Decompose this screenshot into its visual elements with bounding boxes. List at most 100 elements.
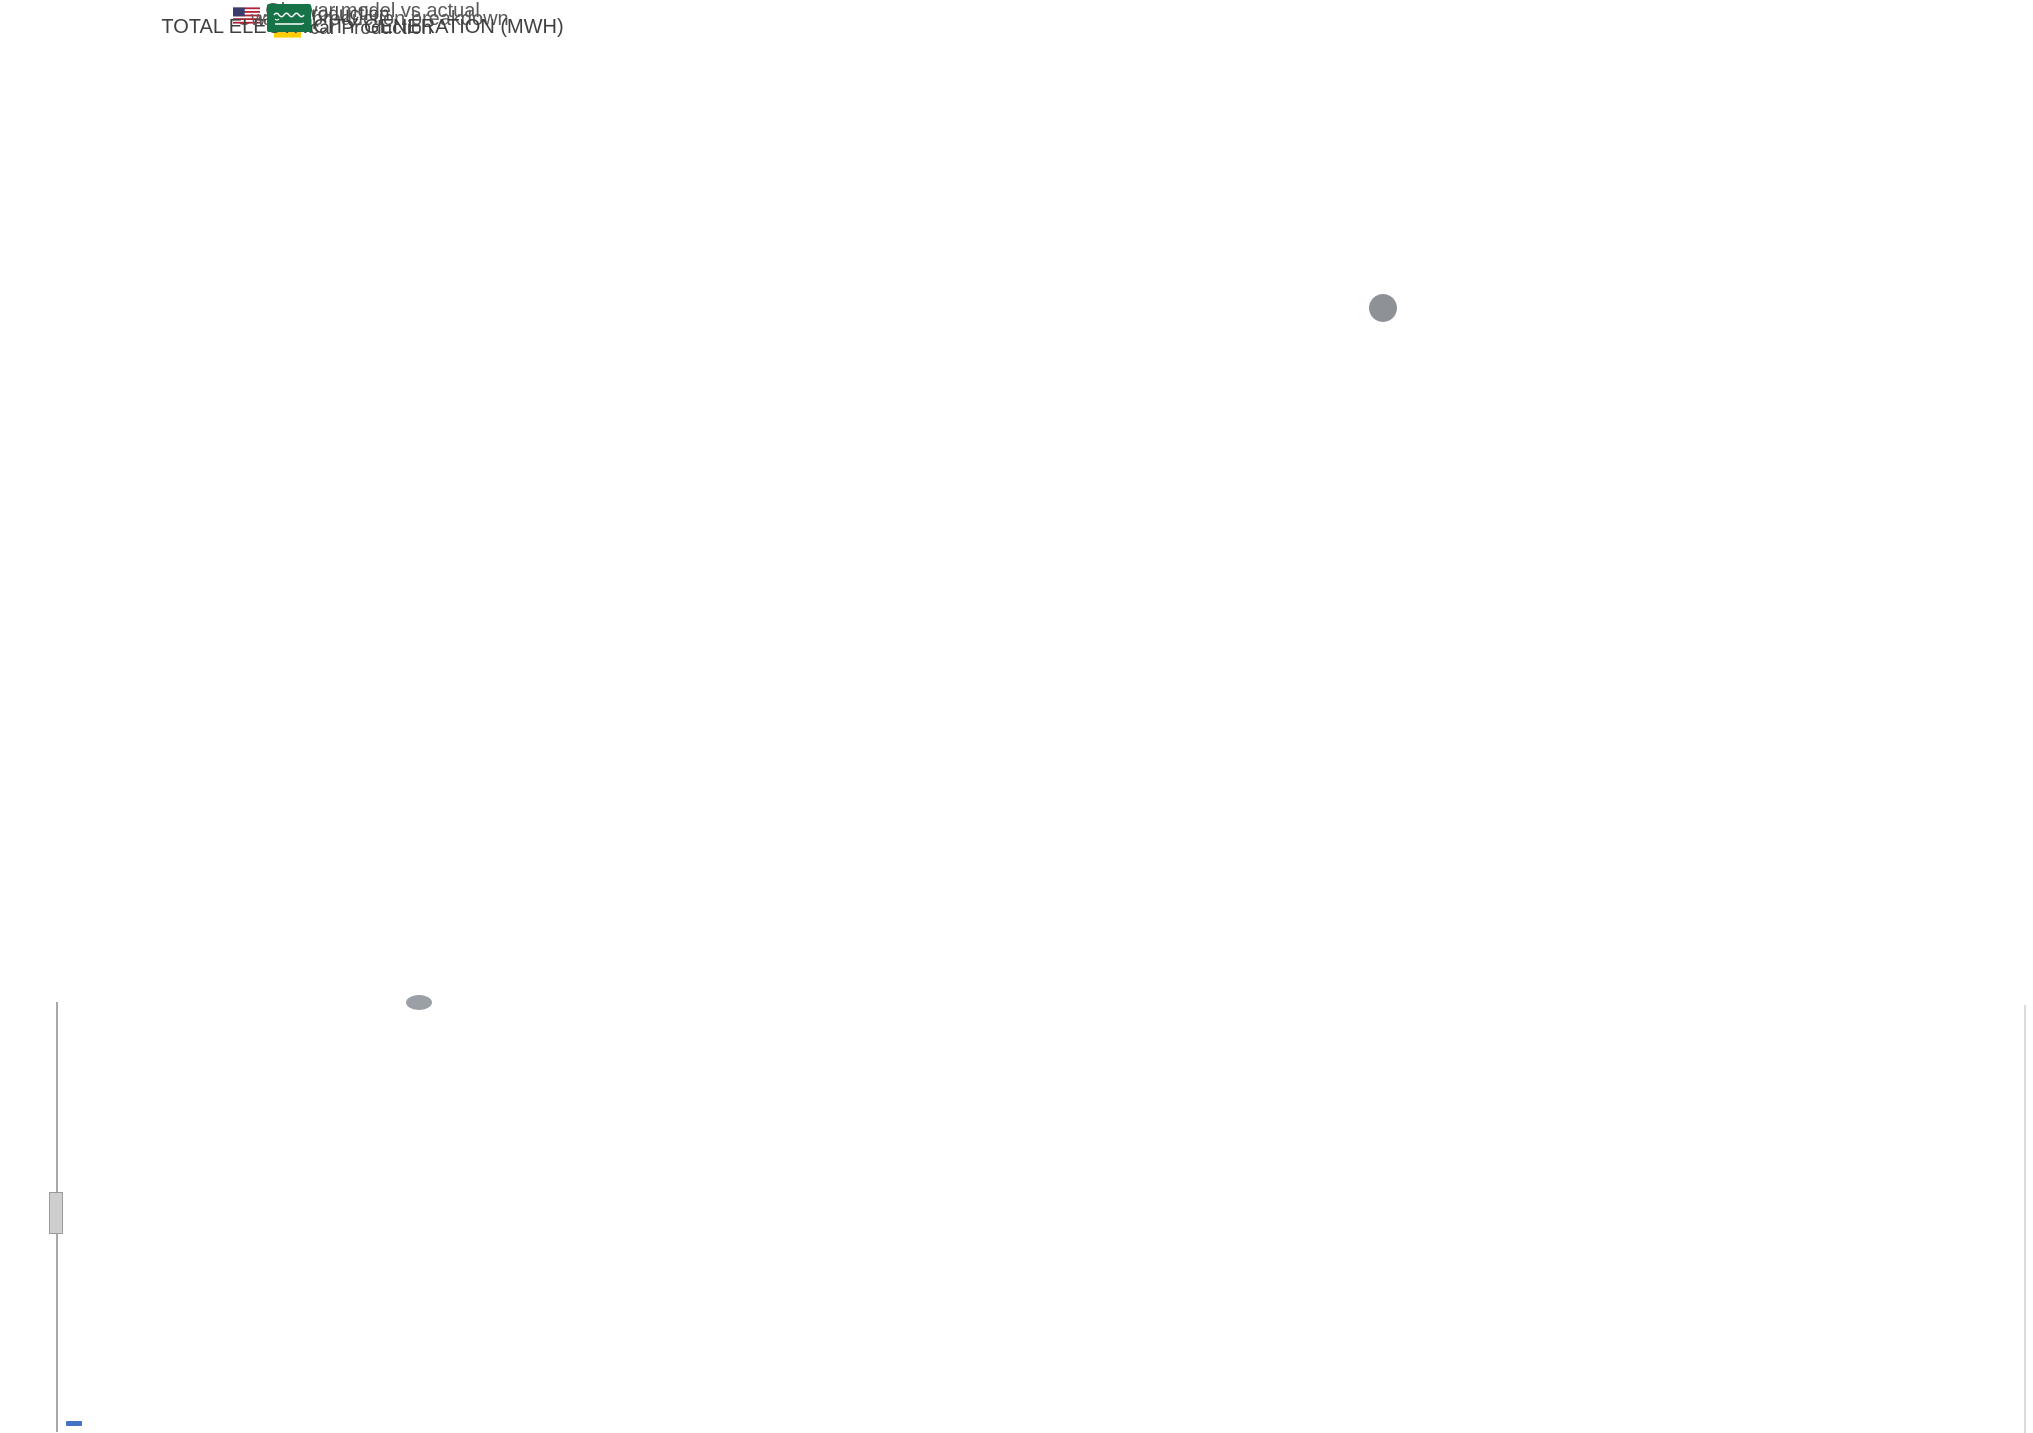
x-axis-tick-label: 2008-11-01 — [292, 265, 304, 318]
x-axis-tick-label: 2025 — [357, 359, 381, 371]
x-axis-tick-label: 1979 — [187, 380, 199, 404]
y-axis-tick-label: 4,500,000,000 — [51, 61, 128, 75]
x-axis-tick-label: 2043 — [596, 380, 608, 404]
x-axis-tick-label: 2015 — [417, 380, 429, 404]
x-axis-tick-label: 2026-04-01 — [567, 265, 579, 319]
x-axis-tick-label: 2035 — [545, 380, 557, 404]
y-axis-tick-label: 100.0 — [9, 221, 38, 233]
y-axis-tick-label: 0 — [25, 347, 31, 359]
x-axis-tick-label: 2031 — [519, 380, 531, 404]
chart-title — [38, 4, 540, 32]
x-axis-tick-label: 2023 — [325, 359, 349, 371]
y-axis-tick-label: 5000 — [8, 114, 32, 126]
x-axis-tick-label: 2009 — [101, 359, 125, 371]
us-flag-icon — [233, 6, 261, 24]
data-point-marker — [657, 334, 663, 340]
legend-label: Old — [395, 398, 414, 412]
saudi-arabia-flag-icon — [267, 4, 311, 32]
y-axis-tick-label: 6000 — [8, 67, 32, 79]
x-axis-tick-label: 2019 — [261, 359, 285, 371]
chart-title-text: car Production — [309, 18, 433, 39]
y-axis-tick-label: 1000 — [8, 300, 32, 312]
legend-label: Ghawar seawater injection program — [395, 429, 584, 443]
chart-title: TOTAL ELECTRICITY GENERATION (MWH) — [161, 16, 564, 38]
x-axis-tick-label: 2027 — [389, 359, 413, 371]
x-axis-tick-label: 1999 — [315, 380, 327, 404]
x-axis-tick-label: 2015 — [197, 359, 221, 371]
x-axis-tick-label: 2013 — [165, 359, 189, 371]
y-axis-tick-label: 200.0 — [9, 192, 38, 204]
y-axis-tick-label: 0.0 — [22, 250, 38, 262]
chart-title: Ghawar model vs actual — [265, 0, 480, 22]
scrollbar-thumb[interactable] — [49, 1192, 63, 1234]
x-axis-tick-label: 2005 — [38, 359, 62, 371]
y-axis-tick-label: 3000 — [10, 201, 38, 215]
y-axis-tick-label: 4000 — [10, 194, 38, 208]
y-axis-tick-label: 700.0 — [9, 47, 38, 59]
legend-label: South ghawar, tight fields — [103, 429, 237, 443]
y-axis-tick-label: 80000 — [0, 124, 31, 136]
line-series — [48, 157, 466, 274]
y-axis-tick-label: 6000 — [10, 90, 38, 104]
y-axis-tick-label: 0 — [31, 403, 38, 417]
y-axis-tick-label: 40000 — [0, 200, 31, 212]
x-axis-tick-label: 1991 — [264, 380, 276, 404]
gray-circle-overlay — [1369, 294, 1397, 322]
x-axis-tick-label: 1971 — [136, 380, 148, 404]
y-axis-tick-label: 4,000,000,000 — [51, 95, 128, 109]
y-axis-tick-label: 1000 — [10, 282, 38, 296]
y-axis-tick-label: 500,000,000 — [61, 329, 128, 343]
y-axis-tick-label: 60000 — [0, 162, 31, 174]
x-axis-tick-label: 2016 — [597, 336, 626, 365]
x-axis-tick-label: 2017 — [229, 359, 253, 371]
x-axis-tick-label: 1994 — [233, 418, 259, 448]
legend-label: Model — [417, 466, 450, 480]
x-axis-tick-label: 2022 — [637, 418, 663, 448]
y-axis-tick-label: 0 — [121, 363, 128, 377]
y-axis-tick-label: 7000 — [10, 38, 38, 52]
legend-label: Gas oil separation — [395, 460, 492, 474]
x-axis-tick-label: 1983 — [213, 380, 225, 404]
x-axis-tick-label: 1980 — [31, 418, 57, 448]
x-axis-tick-label: 2019 — [443, 380, 455, 404]
y-axis-tick-label: 3,500,000,000 — [51, 128, 128, 142]
x-axis-tick-label: 2021-07-01 — [492, 265, 504, 319]
y-axis-tick-label: 2000 — [8, 254, 32, 266]
y-axis-tick-label: 0 — [64, 325, 71, 339]
y-axis-tick-label: 6000 — [10, 79, 38, 93]
blue-dash-artifact — [66, 1421, 82, 1426]
x-axis-tick-label: 2000 — [319, 418, 345, 448]
y-axis-tick-label: 300.0 — [9, 163, 38, 175]
y-axis-tick-label: 200,000 — [28, 254, 72, 268]
y-axis-tick-label: 4000 — [10, 160, 38, 174]
legend-label: Light oil — [247, 393, 283, 405]
legend-label: Tertiary — [103, 460, 142, 474]
y-axis-tick-label: 20000 — [0, 239, 31, 251]
y-axis-tick-label: 1000 — [10, 351, 38, 365]
line-series — [607, 271, 689, 315]
legend-label: Ghawar — [320, 466, 362, 480]
y-axis-tick-label: 3,000,000,000 — [51, 162, 128, 176]
y-axis-tick-label: 700,000 — [28, 75, 72, 89]
x-axis-tick-label: 2002 — [348, 418, 374, 448]
x-axis-tick-label: 2027 — [494, 380, 506, 404]
y-axis-tick-label: 0 — [31, 323, 38, 337]
x-axis-tick-label: 2011 — [134, 359, 157, 371]
gray-ellipse-overlay — [406, 995, 432, 1010]
x-axis-tick-label: 1982 — [60, 418, 86, 448]
x-axis-tick-label: 2021 — [293, 359, 317, 371]
legend-label: Domestic — [343, 393, 387, 405]
y-axis-tick-label: 5000 — [10, 119, 38, 133]
y-axis-tick-label: 3000 — [10, 247, 38, 261]
y-axis-tick-label: 500.0 — [9, 105, 38, 117]
y-axis-tick-label: 5000 — [10, 142, 38, 156]
x-axis-tick-label: 2007 — [69, 359, 93, 371]
x-axis-tick-label: 1995 — [290, 380, 302, 404]
y-axis-tick-label: 4000 — [8, 160, 32, 172]
x-axis-tick-label: 2039 — [570, 380, 582, 404]
y-axis-tick-label: 2000 — [10, 242, 38, 256]
y-axis-tick-label: 1,000,000,000 — [51, 296, 128, 310]
line-series — [48, 98, 514, 354]
y-axis-tick-label: 2000 — [10, 299, 38, 313]
